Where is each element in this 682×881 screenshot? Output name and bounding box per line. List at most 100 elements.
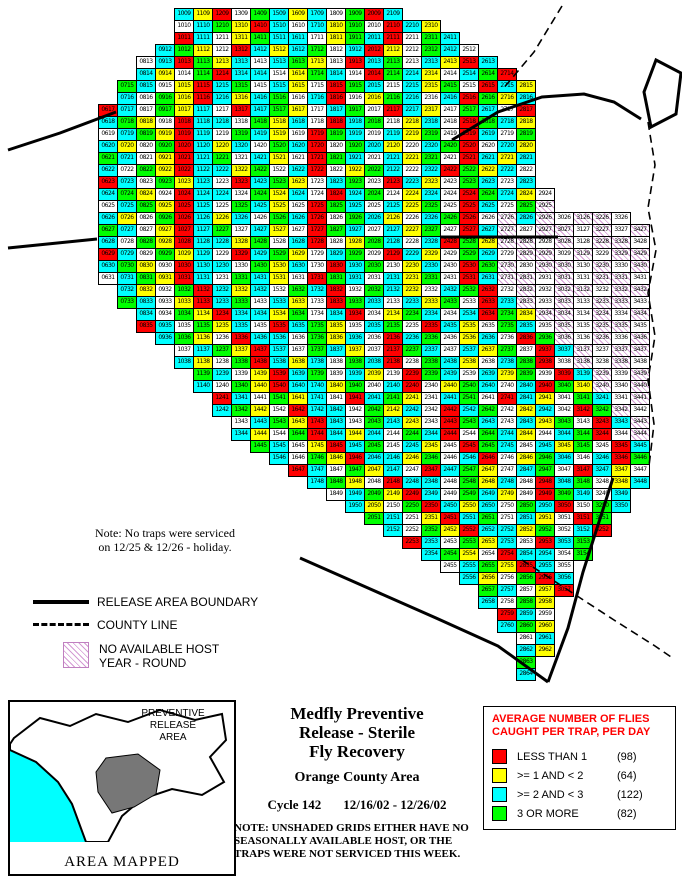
grid-cell: 2727 [497, 224, 517, 237]
cyan-swatch [492, 787, 507, 802]
grid-cell: 3338 [611, 356, 631, 369]
grid-cell: 3154 [573, 548, 593, 561]
legend-row-less-than-1: LESS THAN 1 (98) [492, 747, 667, 766]
legend-label: LESS THAN 1 [517, 750, 588, 763]
grid-cell: 3436 [630, 332, 650, 345]
inset-map [9, 708, 228, 843]
grid-cell: 3427 [630, 224, 650, 237]
grid-cell: 0631 [98, 272, 118, 285]
fly-count-legend: AVERAGE NUMBER OF FLIES CAUGHT PER TRAP,… [483, 706, 676, 830]
legend-count: (82) [617, 807, 637, 820]
unshaded-grids-note: NOTE: UNSHADED GRIDS EITHER HAVE NO SEAS… [234, 822, 469, 860]
grid-cell: 3240 [592, 380, 612, 393]
county-line-legend-row: COUNTY LINE [33, 613, 258, 636]
date-range: 12/16/02 - 12/26/02 [343, 797, 447, 812]
preventive-release-area-label: PREVENTIVE RELEASE AREA [118, 708, 228, 744]
grid-cell: 2051 [364, 512, 384, 525]
grid-cell: 3236 [592, 332, 612, 345]
grid-cell: 0936 [155, 332, 175, 345]
red-swatch [492, 749, 507, 764]
grid-cell: 2864 [516, 668, 536, 681]
map-title-line3: Fly Recovery [309, 742, 405, 761]
grid-cell: 1748 [307, 476, 327, 489]
grid-cell: 3032 [554, 284, 574, 297]
holiday-note-line1: Note: No traps were serviced [95, 526, 235, 540]
grid-cell: 2934 [535, 308, 555, 321]
grid-cell: 3444 [630, 428, 650, 441]
area-mapped-inset: PREVENTIVE RELEASE AREA AREA MAPPED [8, 700, 236, 876]
legend-label: >= 1 AND < 2 [517, 769, 584, 782]
grid-cell: 2354 [421, 548, 441, 561]
legend-row-2-to-3: >= 2 AND < 3 (122) [492, 785, 667, 804]
grid-cell: 3440 [630, 380, 650, 393]
no-host-legend-row: NO AVAILABLE HOST YEAR - ROUND [33, 642, 258, 670]
grid-cell: 1344 [231, 428, 251, 441]
recovery-map: 1009 1109 1209 1309 1409 1509 1609 1709 1809 1909… [7, 5, 682, 684]
solid-line-sample [33, 599, 89, 604]
grid-cell: 2926 [535, 212, 555, 225]
grid-cell: 1140 [193, 380, 213, 393]
legend-count: (98) [617, 750, 637, 763]
release-boundary-label: RELEASE AREA BOUNDARY [97, 594, 259, 609]
grid-cell: 2760 [497, 620, 517, 633]
grid-cell: 3057 [554, 584, 574, 597]
grid-cell: 2455 [440, 560, 460, 573]
grid-cell: 0733 [117, 296, 137, 309]
holiday-note-line2: on 12/25 & 12/26 - holiday. [98, 540, 232, 554]
grid-cell: 3132 [573, 284, 593, 297]
green-swatch [492, 806, 507, 821]
hatch-pattern-sample [63, 642, 89, 668]
ocean [10, 750, 86, 842]
no-host-label-line2: YEAR - ROUND [99, 656, 187, 670]
legend-label: 3 OR MORE [517, 807, 579, 820]
legend-row-1-to-2: >= 1 AND < 2 (64) [492, 766, 667, 785]
grid-cell: 3252 [592, 524, 612, 537]
legend-row-3-or-more: 3 OR MORE (82) [492, 804, 667, 823]
grid-cell: 2962 [535, 644, 555, 657]
fly-legend-title-line1: AVERAGE NUMBER OF FLIES [492, 713, 650, 725]
grid-cell: 2730 [497, 260, 517, 273]
grid-cell: 3332 [611, 284, 631, 297]
grid-cell: 1546 [269, 452, 289, 465]
grid-cell: 2829 [516, 248, 536, 261]
grid-cell: 3448 [630, 476, 650, 489]
map-title-line2: Release - Sterile [298, 723, 416, 742]
grid-cell: 1038 [174, 356, 194, 369]
legend-count: (64) [617, 769, 637, 782]
release-boundary-legend-row: RELEASE AREA BOUNDARY [33, 590, 258, 613]
fly-legend-title: AVERAGE NUMBER OF FLIES CAUGHT PER TRAP,… [492, 713, 667, 739]
release-area [95, 753, 161, 814]
grid-cell: 3350 [611, 500, 631, 513]
no-host-label-line1: NO AVAILABLE HOST [99, 642, 220, 656]
map-line-legend: RELEASE AREA BOUNDARY COUNTY LINE NO AVA… [33, 590, 258, 670]
legend-label: >= 2 AND < 3 [517, 788, 584, 801]
area-mapped-caption: AREA MAPPED [64, 854, 180, 870]
grid-cell: 2658 [478, 596, 498, 609]
grid-cell: 3028 [554, 236, 574, 249]
fly-legend-items: LESS THAN 1 (98) >= 1 AND < 2 (64) >= 2 … [492, 747, 667, 823]
grid-cell: 3138 [573, 356, 593, 369]
cycle-line: Cycle 142 12/16/02 - 12/26/02 [234, 797, 480, 813]
grid-cell: 3430 [630, 260, 650, 273]
no-host-label: NO AVAILABLE HOST YEAR - ROUND [99, 642, 219, 670]
yellow-swatch [492, 768, 507, 783]
grid-cell: 3239 [592, 368, 612, 381]
grid-cell: 1445 [250, 440, 270, 453]
map-subtitle: Orange County Area [294, 770, 420, 785]
grid-cell: 2728 [497, 236, 517, 249]
preventive-release-line2: AREA [159, 732, 187, 743]
grid-cell: 2152 [383, 524, 403, 537]
grid-cell: 3031 [554, 272, 574, 285]
grid-cell: 1849 [326, 488, 346, 501]
grid-cell: 3233 [592, 296, 612, 309]
legend-count: (122) [617, 788, 643, 801]
grid-cell: 1242 [212, 404, 232, 417]
grid-cell: 1950 [345, 500, 365, 513]
grid-cell: 0835 [136, 320, 156, 333]
grid-cell: 3227 [592, 224, 612, 237]
preventive-release-line1: PREVENTIVE RELEASE [141, 708, 205, 731]
grid-cell: 1647 [288, 464, 308, 477]
county-line-label: COUNTY LINE [97, 617, 178, 632]
fly-legend-title-line2: CAUGHT PER TRAP, PER DAY [492, 726, 651, 738]
